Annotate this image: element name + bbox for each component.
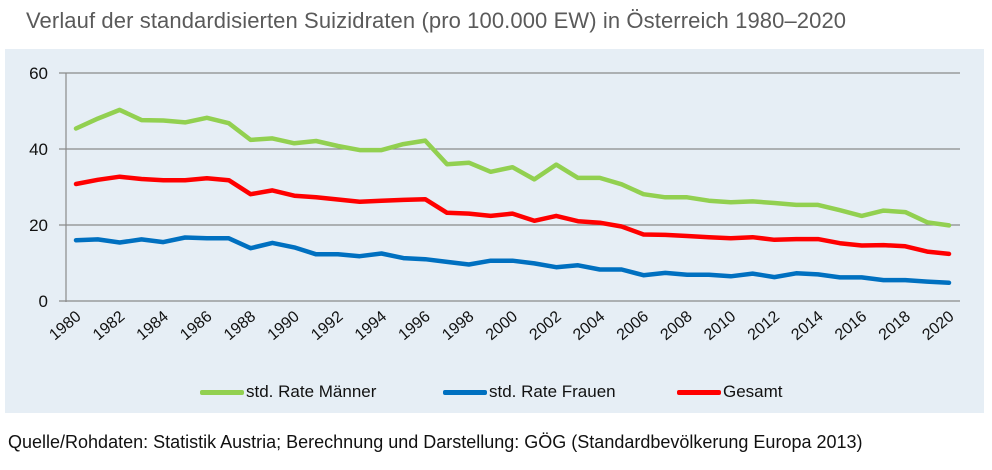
x-tick-label: 2016 xyxy=(832,308,870,344)
x-tick-label: 1982 xyxy=(90,308,128,344)
y-tick-label: 20 xyxy=(29,216,48,235)
x-tick-label: 2002 xyxy=(527,308,565,344)
x-tick-label: 2014 xyxy=(788,308,826,344)
x-tick-label: 1994 xyxy=(352,308,390,344)
y-tick-label: 40 xyxy=(29,140,48,159)
x-tick-label: 2006 xyxy=(614,308,652,344)
chart-title: Verlauf der standardisierten Suizidraten… xyxy=(26,8,847,33)
series-line-maenner xyxy=(73,107,952,228)
legend-label-maenner: std. Rate Männer xyxy=(246,382,377,401)
x-tick-label: 2020 xyxy=(919,308,957,344)
series-line-gesamt xyxy=(73,174,952,257)
x-tick-label: 1986 xyxy=(177,308,215,344)
legend-item-gesamt: Gesamt xyxy=(677,382,783,402)
x-tick-label: 1992 xyxy=(308,308,346,344)
legend: std. Rate Männer std. Rate Frauen Gesamt xyxy=(0,382,992,410)
x-tick-label: 2008 xyxy=(657,308,695,344)
series-line-frauen xyxy=(73,235,952,286)
x-tick-label: 2018 xyxy=(876,308,914,344)
legend-item-frauen: std. Rate Frauen xyxy=(443,382,616,402)
y-tick-label: 0 xyxy=(39,292,48,311)
x-tick-label: 1980 xyxy=(46,308,84,344)
legend-swatch-frauen xyxy=(443,389,487,395)
x-tick-label: 2004 xyxy=(570,308,608,344)
legend-label-gesamt: Gesamt xyxy=(723,382,783,401)
x-tick-label: 1988 xyxy=(221,308,259,344)
x-tick-label: 1996 xyxy=(396,308,434,344)
x-tick-label: 1990 xyxy=(265,308,303,344)
legend-label-frauen: std. Rate Frauen xyxy=(489,382,616,401)
y-tick-label: 60 xyxy=(29,64,48,83)
gridlines xyxy=(59,72,960,302)
legend-swatch-gesamt xyxy=(677,389,721,395)
x-axis-ticks: 1980 1982 1984 1986 1988 1990 1992 1994 1996 1998… xyxy=(46,308,957,344)
x-tick-label: 2012 xyxy=(745,308,783,344)
x-tick-label: 2000 xyxy=(483,308,521,344)
x-tick-label: 1984 xyxy=(134,308,172,344)
x-tick-label: 2010 xyxy=(701,308,739,344)
legend-item-maenner: std. Rate Männer xyxy=(200,382,376,402)
series-lines xyxy=(73,107,952,286)
x-tick-label: 1998 xyxy=(439,308,477,344)
source-note: Quelle/Rohdaten: Statistik Austria; Bere… xyxy=(8,432,863,452)
y-axis-ticks: 0 20 40 60 xyxy=(29,64,48,311)
chart-panel xyxy=(5,49,984,413)
legend-swatch-maenner xyxy=(200,389,244,395)
